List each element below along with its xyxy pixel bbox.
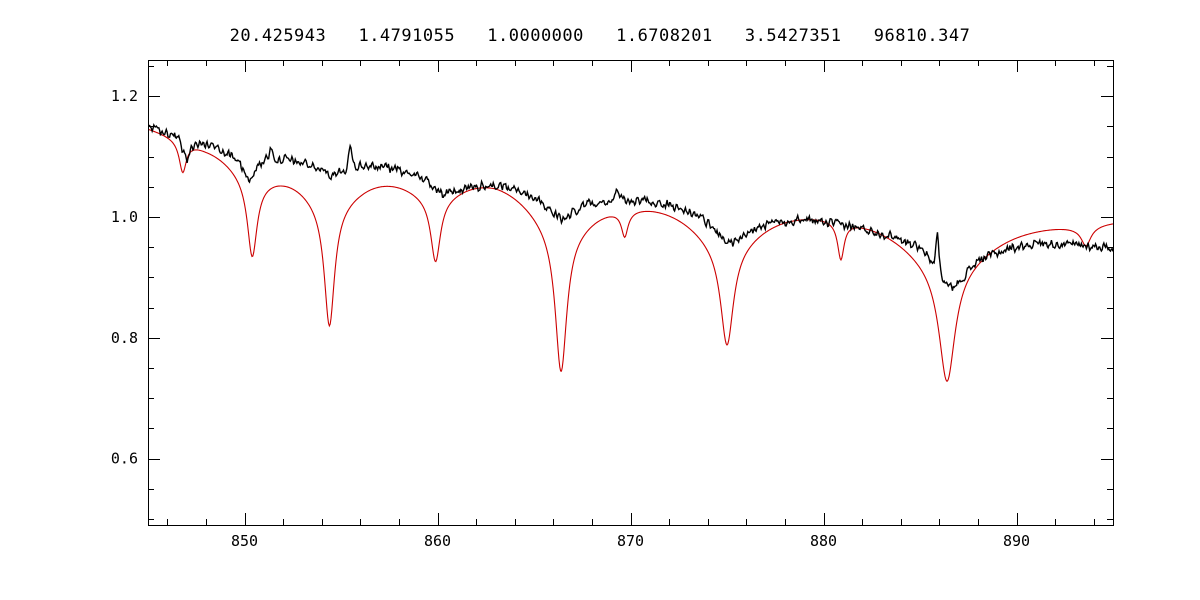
axes bbox=[148, 60, 1114, 526]
series-layer bbox=[148, 122, 1113, 382]
series-observed-spectrum bbox=[148, 122, 1113, 291]
y-tick-label: 1.0 bbox=[111, 208, 138, 226]
x-tick-label: 870 bbox=[617, 532, 644, 550]
x-tick-label: 850 bbox=[231, 532, 258, 550]
tick-labels: 850 860 870 880 890 1.2 1.0 0.8 0.6 bbox=[111, 87, 1030, 550]
x-tick-label: 890 bbox=[1003, 532, 1030, 550]
x-tick-label: 880 bbox=[810, 532, 837, 550]
fit-parameters-header: 20.425943 1.4791055 1.0000000 1.6708201 … bbox=[229, 26, 971, 46]
x-tick-label: 860 bbox=[424, 532, 451, 550]
y-tick-label: 0.6 bbox=[111, 450, 138, 468]
y-tick-label: 0.8 bbox=[111, 329, 138, 347]
series-model-spectrum bbox=[148, 128, 1113, 382]
y-tick-label: 1.2 bbox=[111, 87, 138, 105]
